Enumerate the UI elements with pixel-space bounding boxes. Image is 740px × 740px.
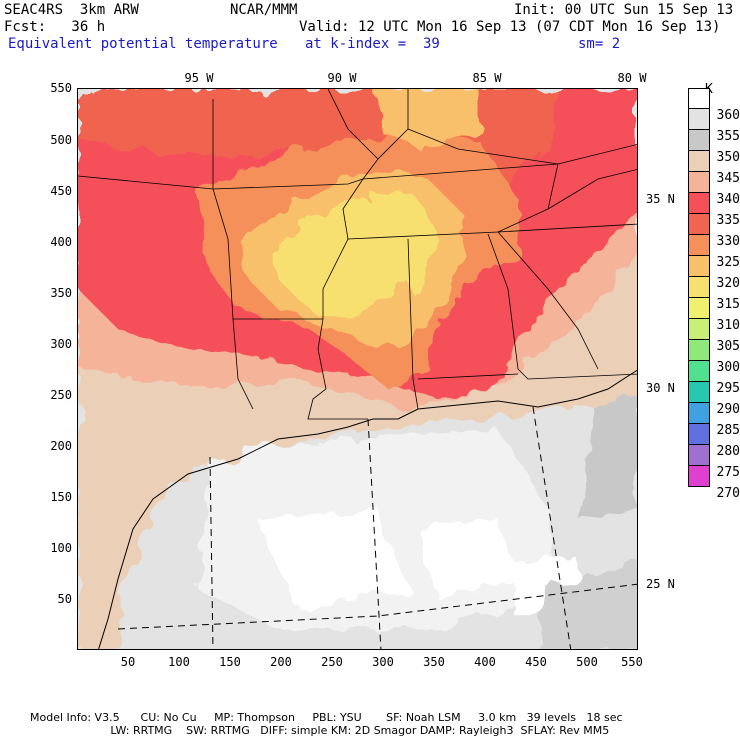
- colorbar-swatch-360: [688, 88, 710, 109]
- x-tick-300: 300: [372, 655, 394, 669]
- x-tick-500: 500: [576, 655, 598, 669]
- colorbar-swatch-280: [688, 424, 710, 445]
- colorbar-label-280: 280: [716, 444, 740, 459]
- colorbar-swatch-345: [688, 151, 710, 172]
- organization: NCAR/MMM: [230, 2, 298, 18]
- colorbar-swatch-295: [688, 361, 710, 382]
- theta-e-map: [78, 89, 637, 649]
- colorbar-swatch-350: [688, 130, 710, 151]
- x-tick-450: 450: [525, 655, 547, 669]
- colorbar-label-360: 360: [716, 108, 740, 123]
- y-tick-450: 450: [50, 184, 72, 198]
- x-tick-250: 250: [321, 655, 343, 669]
- y-tick-350: 350: [50, 286, 72, 300]
- field-name: Equivalent potential temperature: [8, 36, 278, 52]
- colorbar-label-345: 345: [716, 171, 740, 186]
- colorbar-label-305: 305: [716, 339, 740, 354]
- y-tick-300: 300: [50, 337, 72, 351]
- colorbar-swatch-290: [688, 382, 710, 403]
- model-info-line1: Model Info: V3.5 CU: No Cu MP: Thompson …: [30, 711, 623, 724]
- lon-label-90w: 90 W: [327, 71, 357, 85]
- lon-label-85w: 85 W: [472, 71, 502, 85]
- colorbar-swatch-340: [688, 172, 710, 193]
- x-tick-550: 550: [621, 655, 643, 669]
- x-tick-200: 200: [270, 655, 292, 669]
- colorbar-label-300: 300: [716, 360, 740, 375]
- y-tick-550: 550: [50, 81, 72, 95]
- colorbar-swatch-300: [688, 340, 710, 361]
- colorbar-label-355: 355: [716, 129, 740, 144]
- lat-label-35n: 35 N: [646, 192, 675, 206]
- x-tick-50: 50: [120, 655, 136, 669]
- model-name: SEAC4RS 3km ARW: [4, 2, 139, 18]
- y-tick-250: 250: [50, 388, 72, 402]
- smoothing-label: sm= 2: [578, 36, 621, 52]
- map-panel: [77, 88, 638, 650]
- colorbar-swatch-270: [688, 466, 710, 487]
- colorbar-label-350: 350: [716, 150, 740, 165]
- colorbar-label-310: 310: [716, 318, 740, 333]
- x-tick-400: 400: [474, 655, 496, 669]
- valid-time: Valid: 12 UTC Mon 16 Sep 13 (07 CDT Mon …: [299, 19, 721, 35]
- y-tick-150: 150: [50, 490, 72, 504]
- y-tick-50: 50: [57, 592, 72, 606]
- x-tick-100: 100: [168, 655, 190, 669]
- colorbar-label-320: 320: [716, 276, 740, 291]
- lon-label-95w: 95 W: [184, 71, 214, 85]
- colorbar-swatch-330: [688, 214, 710, 235]
- colorbar-swatch-320: [688, 256, 710, 277]
- x-tick-150: 150: [219, 655, 241, 669]
- colorbar-label-295: 295: [716, 381, 740, 396]
- colorbar-label-340: 340: [716, 192, 740, 207]
- lon-label-80w: 80 W: [617, 71, 647, 85]
- colorbar-swatch-310: [688, 298, 710, 319]
- y-tick-400: 400: [50, 235, 72, 249]
- model-info-line2: LW: RRTMG SW: RRTMG DIFF: simple KM: 2D …: [30, 724, 610, 737]
- y-tick-200: 200: [50, 439, 72, 453]
- colorbar-label-325: 325: [716, 255, 740, 270]
- colorbar-label-270: 270: [716, 486, 740, 501]
- colorbar-swatch-325: [688, 235, 710, 256]
- colorbar-label-315: 315: [716, 297, 740, 312]
- x-tick-350: 350: [423, 655, 445, 669]
- colorbar-swatch-355: [688, 109, 710, 130]
- colorbar-swatch-315: [688, 277, 710, 298]
- colorbar-label-290: 290: [716, 402, 740, 417]
- y-tick-500: 500: [50, 133, 72, 147]
- colorbar-label-275: 275: [716, 465, 740, 480]
- colorbar: [688, 88, 710, 487]
- colorbar-label-285: 285: [716, 423, 740, 438]
- lat-label-25n: 25 N: [646, 577, 675, 591]
- forecast-hour: Fcst: 36 h: [4, 19, 106, 35]
- colorbar-swatch-305: [688, 319, 710, 340]
- colorbar-label-330: 330: [716, 234, 740, 249]
- lat-label-30n: 30 N: [646, 381, 675, 395]
- colorbar-swatch-335: [688, 193, 710, 214]
- colorbar-label-335: 335: [716, 213, 740, 228]
- colorbar-swatch-285: [688, 403, 710, 424]
- y-tick-100: 100: [50, 541, 72, 555]
- colorbar-swatch-275: [688, 445, 710, 466]
- level-label: at k-index = 39: [305, 36, 440, 52]
- init-time: Init: 00 UTC Sun 15 Sep 13: [514, 2, 734, 18]
